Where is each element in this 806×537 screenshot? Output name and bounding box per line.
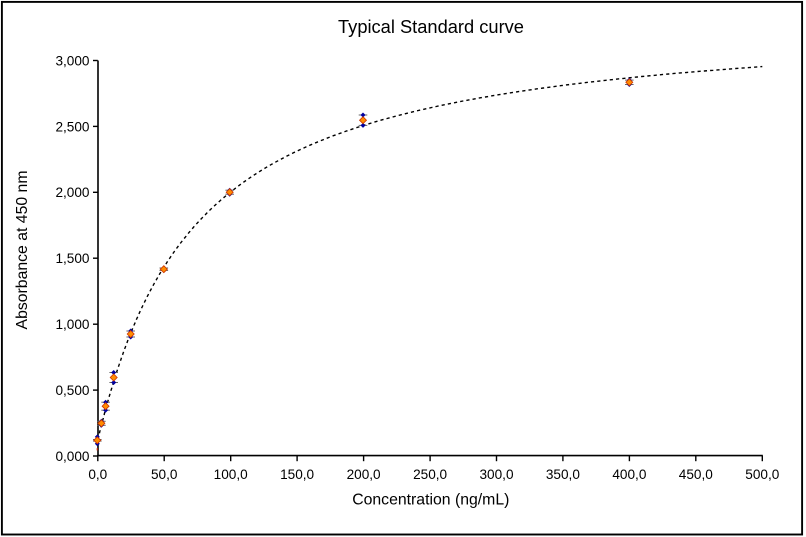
svg-text:400,0: 400,0 — [612, 467, 646, 482]
svg-text:500,0: 500,0 — [745, 467, 779, 482]
svg-text:150,0: 150,0 — [280, 467, 314, 482]
svg-text:100,0: 100,0 — [214, 467, 248, 482]
svg-text:300,0: 300,0 — [479, 467, 513, 482]
svg-text:0,000: 0,000 — [55, 449, 89, 464]
svg-text:3,000: 3,000 — [55, 53, 89, 68]
svg-text:50,0: 50,0 — [151, 467, 178, 482]
svg-text:200,0: 200,0 — [347, 467, 381, 482]
svg-text:Concentration (ng/mL): Concentration (ng/mL) — [352, 492, 509, 509]
svg-text:Absorbance at 450 nm: Absorbance at 450 nm — [14, 171, 31, 330]
svg-text:450,0: 450,0 — [679, 467, 713, 482]
svg-text:2,500: 2,500 — [55, 119, 89, 134]
svg-text:1,500: 1,500 — [55, 251, 89, 266]
svg-text:Typical Standard curve: Typical Standard curve — [338, 16, 524, 37]
svg-text:350,0: 350,0 — [546, 467, 580, 482]
svg-text:0,500: 0,500 — [55, 383, 89, 398]
svg-text:2,000: 2,000 — [55, 185, 89, 200]
svg-text:0,0: 0,0 — [88, 467, 107, 482]
svg-text:250,0: 250,0 — [413, 467, 447, 482]
svg-text:1,000: 1,000 — [55, 317, 89, 332]
